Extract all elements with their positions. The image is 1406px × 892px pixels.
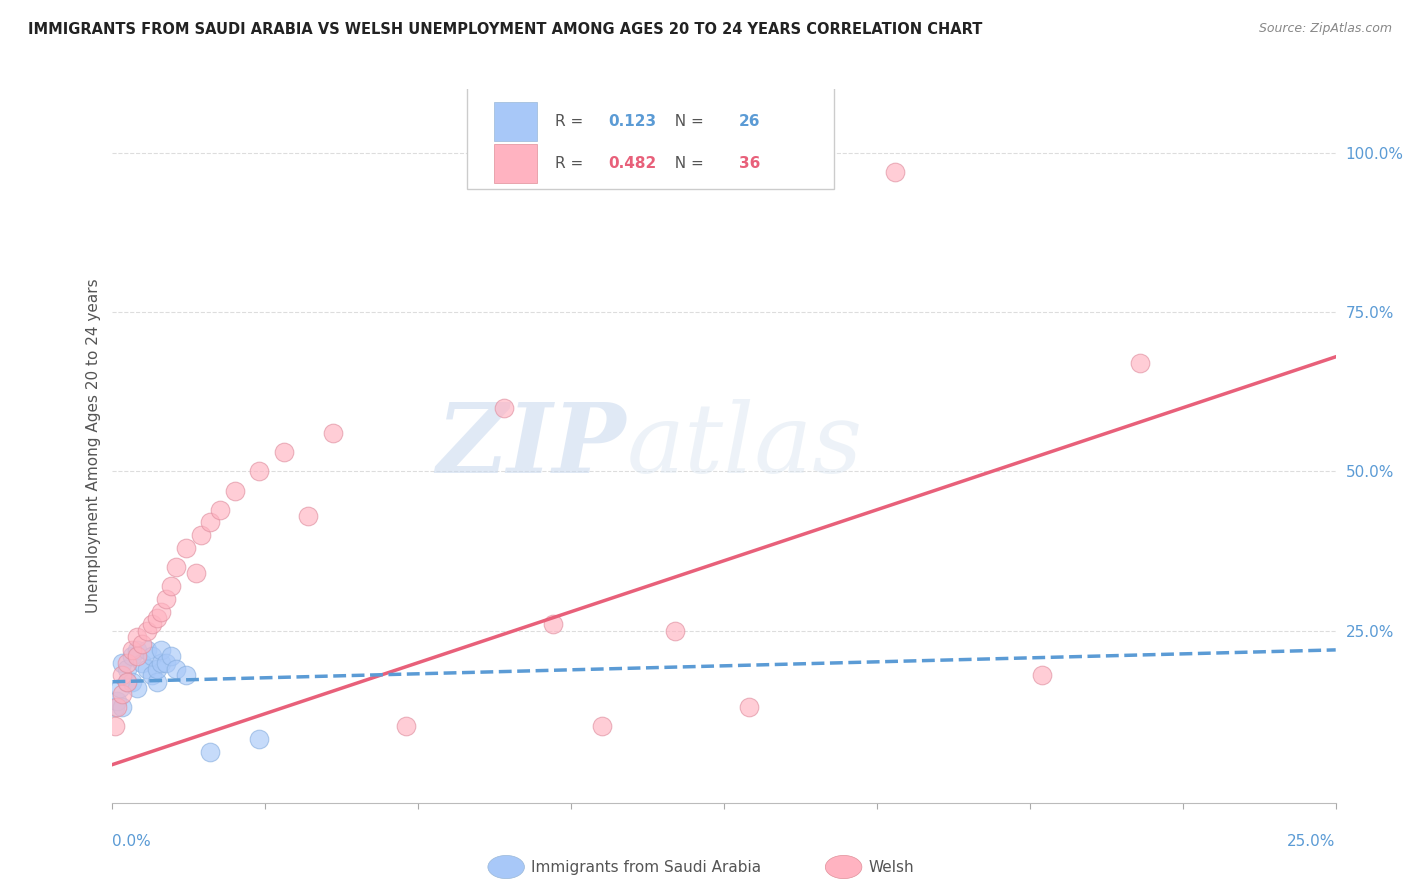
Point xyxy=(155,591,177,606)
Point xyxy=(591,719,613,733)
Point xyxy=(297,509,319,524)
Point xyxy=(150,605,173,619)
FancyBboxPatch shape xyxy=(467,82,834,189)
Point xyxy=(105,694,128,708)
Point xyxy=(111,668,134,682)
Point xyxy=(111,688,134,702)
Point xyxy=(108,681,131,695)
Text: 0.0%: 0.0% xyxy=(112,834,152,849)
Text: 25.0%: 25.0% xyxy=(1288,834,1336,849)
Point xyxy=(1031,668,1053,682)
Point xyxy=(125,630,148,644)
Point xyxy=(155,656,177,670)
Text: ZIP: ZIP xyxy=(437,399,626,493)
Text: 36: 36 xyxy=(738,156,761,171)
Point xyxy=(247,732,270,747)
Point xyxy=(115,662,138,676)
Text: N =: N = xyxy=(665,114,709,129)
Point xyxy=(1129,356,1152,370)
Point xyxy=(115,674,138,689)
Point xyxy=(541,617,564,632)
Text: Welsh: Welsh xyxy=(869,860,914,874)
Point xyxy=(131,656,153,670)
Text: 0.482: 0.482 xyxy=(607,156,657,171)
Point xyxy=(121,649,143,664)
Point xyxy=(111,656,134,670)
Point xyxy=(141,617,163,632)
Point xyxy=(209,502,232,516)
Point xyxy=(224,483,246,498)
Point xyxy=(190,528,212,542)
Bar xyxy=(494,144,537,183)
Text: Source: ZipAtlas.com: Source: ZipAtlas.com xyxy=(1258,22,1392,36)
Point xyxy=(165,560,187,574)
Point xyxy=(105,700,128,714)
Point xyxy=(111,700,134,714)
Point xyxy=(200,745,222,759)
Point xyxy=(884,165,907,179)
Point xyxy=(115,656,138,670)
Point xyxy=(273,445,295,459)
Point xyxy=(145,674,167,689)
Point xyxy=(135,624,157,638)
Point xyxy=(121,674,143,689)
Point xyxy=(125,643,148,657)
Point xyxy=(125,649,148,664)
Point xyxy=(141,649,163,664)
Point xyxy=(492,401,515,415)
Point xyxy=(247,465,270,479)
Point xyxy=(141,668,163,682)
Text: IMMIGRANTS FROM SAUDI ARABIA VS WELSH UNEMPLOYMENT AMONG AGES 20 TO 24 YEARS COR: IMMIGRANTS FROM SAUDI ARABIA VS WELSH UN… xyxy=(28,22,983,37)
Text: R =: R = xyxy=(555,156,588,171)
Text: Immigrants from Saudi Arabia: Immigrants from Saudi Arabia xyxy=(531,860,762,874)
Point xyxy=(145,611,167,625)
Point xyxy=(145,662,167,676)
Point xyxy=(165,662,187,676)
Point xyxy=(115,674,138,689)
Point xyxy=(104,719,127,733)
Y-axis label: Unemployment Among Ages 20 to 24 years: Unemployment Among Ages 20 to 24 years xyxy=(86,278,101,614)
Point xyxy=(737,700,759,714)
Point xyxy=(135,662,157,676)
Point xyxy=(664,624,686,638)
Point xyxy=(104,700,127,714)
Point xyxy=(135,643,157,657)
Point xyxy=(160,649,183,664)
Text: 0.123: 0.123 xyxy=(607,114,657,129)
Bar xyxy=(494,102,537,141)
Point xyxy=(121,643,143,657)
Text: 26: 26 xyxy=(738,114,761,129)
Point xyxy=(125,681,148,695)
Point xyxy=(174,668,197,682)
Point xyxy=(150,656,173,670)
Point xyxy=(200,516,222,530)
Point xyxy=(174,541,197,555)
Text: N =: N = xyxy=(665,156,709,171)
Text: R =: R = xyxy=(555,114,588,129)
Point xyxy=(150,643,173,657)
Text: atlas: atlas xyxy=(626,399,862,493)
Point xyxy=(322,426,344,441)
Point xyxy=(395,719,418,733)
Point xyxy=(184,566,207,581)
Point xyxy=(131,636,153,650)
Point xyxy=(160,579,183,593)
